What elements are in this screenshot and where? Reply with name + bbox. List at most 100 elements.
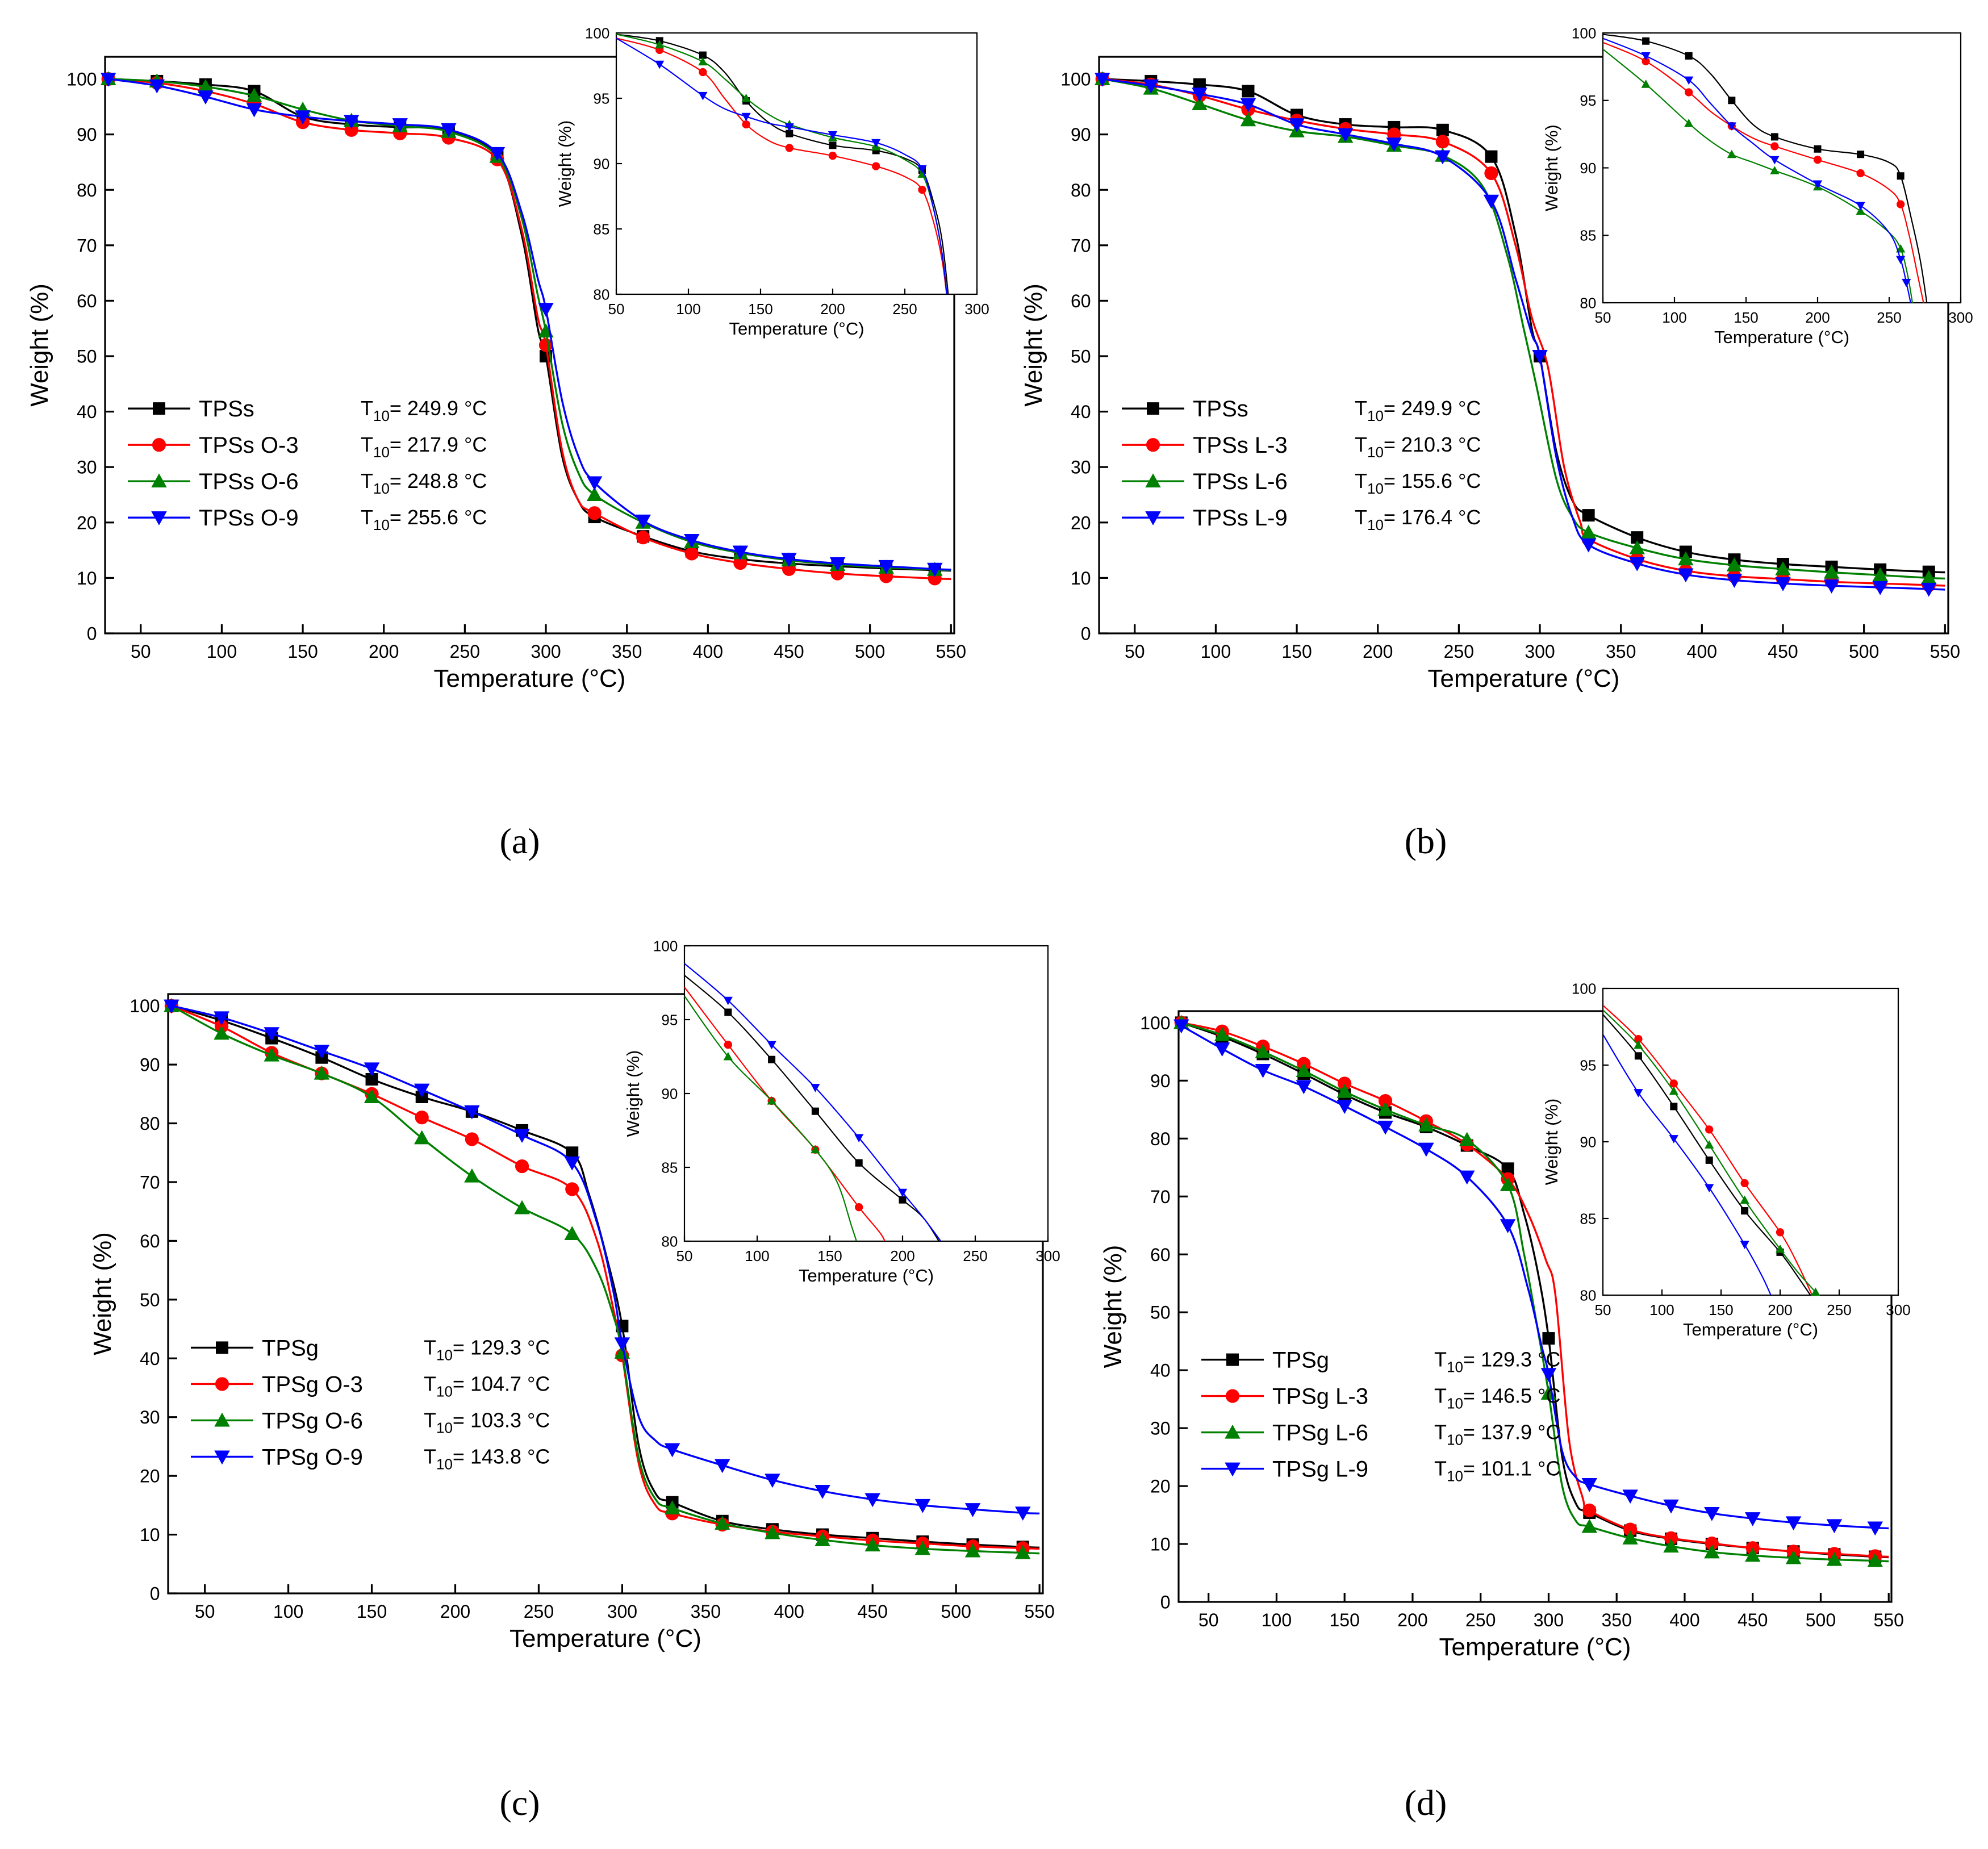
data-point <box>699 51 707 59</box>
y-tick-label: 90 <box>77 124 97 145</box>
legend-label: TPSg L-3 <box>1272 1384 1368 1409</box>
chart-panel-a: 50 100 150 200 250 300 350 400 450 500 550 0 10 20 30 4… <box>26 24 989 861</box>
t10-symbol: T <box>1434 1384 1447 1408</box>
x-tick-label: 400 <box>774 1601 804 1622</box>
t10-value: = 210.3 °C <box>1384 433 1481 456</box>
data-point <box>1744 1512 1761 1526</box>
x-tick-label: 350 <box>1602 1610 1632 1630</box>
data-point <box>724 1008 732 1016</box>
data-point <box>314 1065 330 1080</box>
x-axis-label: Temperature (°C) <box>1428 665 1620 692</box>
data-point <box>714 1516 730 1530</box>
x-axis-label: Temperature (°C) <box>1683 1320 1818 1339</box>
legend-label: TPSg <box>262 1335 319 1360</box>
y-tick-label: 80 <box>1580 1287 1596 1304</box>
data-point <box>586 476 603 491</box>
x-tick-label: 150 <box>1734 309 1758 326</box>
legend-entry: TPSg T10= 129.3 °C <box>191 1335 550 1363</box>
data-point <box>1484 166 1498 181</box>
data-point <box>246 87 262 102</box>
x-tick-label: 50 <box>1595 1301 1611 1318</box>
x-tick-label: 200 <box>1363 641 1393 662</box>
x-tick-label: 150 <box>357 1601 387 1622</box>
y-tick-label: 80 <box>593 286 609 303</box>
data-point <box>1705 1125 1714 1134</box>
t10-symbol: T <box>1355 396 1367 420</box>
series-tpsg-l-6 <box>1603 1009 1820 1296</box>
data-point <box>614 1345 630 1359</box>
data-point <box>1867 1521 1883 1536</box>
data-point <box>415 1111 429 1125</box>
data-point <box>1242 85 1255 98</box>
y-tick-label: 20 <box>77 512 97 533</box>
t10-subscript: 10 <box>1447 1468 1463 1485</box>
y-tick-label: 90 <box>593 155 609 172</box>
series-line <box>684 995 858 1241</box>
data-point <box>489 147 506 161</box>
y-tick-label: 50 <box>140 1289 160 1310</box>
t10-symbol: T <box>361 469 373 492</box>
data-point <box>538 303 554 317</box>
y-tick-label: 70 <box>1071 235 1091 256</box>
inset-background <box>684 946 1048 1241</box>
y-tick-label: 40 <box>1071 402 1091 422</box>
data-point <box>198 78 214 93</box>
y-tick-label: 85 <box>661 1159 678 1176</box>
x-tick-label: 50 <box>676 1247 693 1264</box>
data-point <box>1435 135 1450 149</box>
data-point <box>1684 119 1694 127</box>
y-tick-label: 90 <box>1150 1071 1171 1091</box>
series-tpsg-o-9 <box>684 963 942 1241</box>
x-tick-label: 50 <box>1125 641 1145 662</box>
x-tick-label: 550 <box>1930 641 1960 662</box>
data-point <box>655 40 665 49</box>
y-tick-label: 40 <box>77 402 97 422</box>
data-point <box>1143 79 1159 94</box>
x-tick-label: 500 <box>941 1601 971 1622</box>
y-tick-label: 0 <box>87 624 97 644</box>
series-tpsg <box>684 975 940 1241</box>
t10-symbol: T <box>1434 1457 1447 1480</box>
y-tick-label: 10 <box>140 1525 160 1545</box>
x-tick-label: 250 <box>1877 309 1901 326</box>
x-tick-label: 200 <box>1805 309 1830 326</box>
data-point <box>684 534 700 548</box>
t10-annotation: T10= 249.9 °C <box>1355 396 1481 424</box>
y-tick-label: 80 <box>1580 294 1596 311</box>
t10-value: = 103.3 °C <box>453 1408 550 1431</box>
x-tick-label: 150 <box>817 1247 842 1264</box>
plot-frame <box>1098 56 1949 635</box>
t10-annotation: T10= 155.6 °C <box>1355 469 1481 497</box>
data-point <box>586 487 603 502</box>
data-point <box>1337 1083 1352 1098</box>
data-point <box>1705 1156 1713 1164</box>
y-tick-label: 30 <box>1071 457 1091 478</box>
data-point <box>1622 1530 1638 1545</box>
t10-symbol: T <box>424 1445 436 1468</box>
legend-label: TPSs <box>199 396 254 421</box>
inset-background <box>1603 988 1898 1295</box>
data-point <box>828 131 838 140</box>
y-tick-label: 90 <box>1580 1133 1596 1150</box>
legend-label: TPSs <box>1193 396 1248 421</box>
data-point <box>264 1027 279 1042</box>
y-tick-label: 60 <box>77 291 97 311</box>
data-point <box>1664 1531 1678 1545</box>
data-point <box>733 556 747 570</box>
x-axis-label: Temperature (°C) <box>1714 327 1849 347</box>
data-point <box>565 1182 579 1196</box>
t10-value: = 143.8 °C <box>453 1445 550 1468</box>
data-point <box>1622 1489 1638 1504</box>
t10-annotation: T10= 143.8 °C <box>424 1445 550 1472</box>
data-point <box>1921 582 1937 597</box>
t10-symbol: T <box>424 1408 436 1431</box>
y-axis-label: Weight (%) <box>1099 1245 1127 1368</box>
data-point <box>514 1200 530 1214</box>
data-point <box>724 1041 732 1049</box>
data-point <box>1826 1551 1843 1566</box>
data-point <box>1705 1140 1714 1149</box>
data-point <box>1642 57 1650 66</box>
t10-value: = 248.8 °C <box>390 469 487 492</box>
legend-label: TPSs L-9 <box>1193 506 1288 531</box>
